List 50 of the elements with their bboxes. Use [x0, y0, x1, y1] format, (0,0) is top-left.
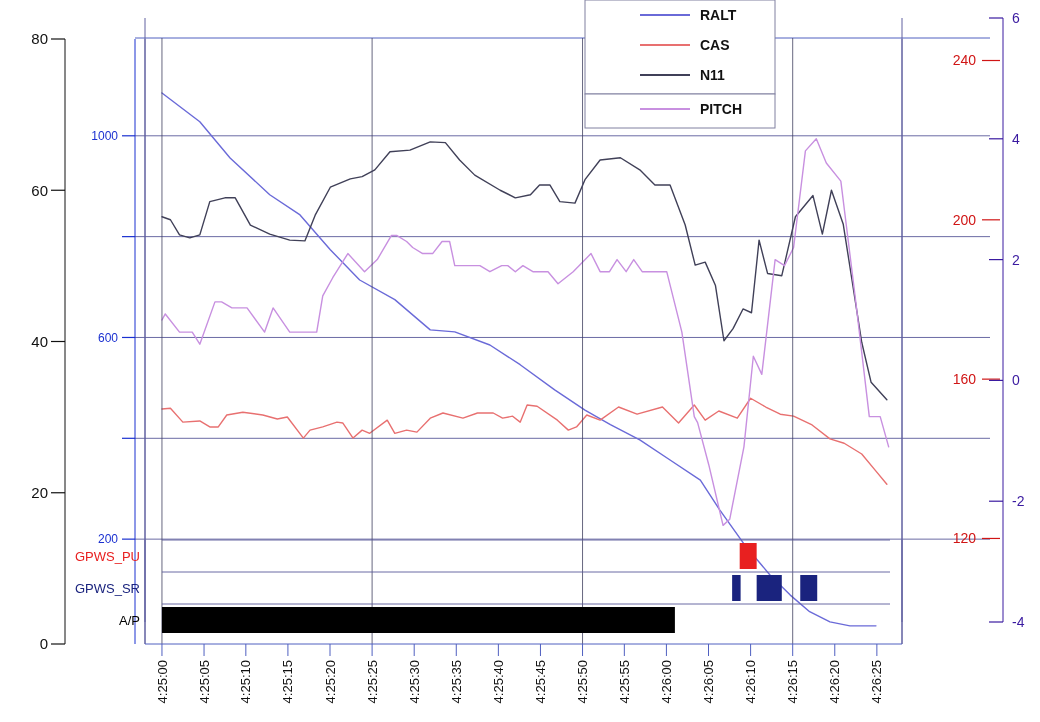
y3-tick-label: 160 — [952, 371, 977, 388]
y-tick-label: -2 — [1012, 493, 1025, 510]
x-tick-label: 4:26:20 — [827, 660, 843, 704]
y-tick-label: GPWS_PU — [74, 548, 140, 564]
y3-tick-label: 120 — [952, 530, 977, 547]
x-tick-label: 4:25:50 — [575, 660, 591, 704]
y-tick-label: A/P — [119, 612, 140, 628]
x-tick-label: 4:25:45 — [533, 660, 549, 704]
legend-label: N11 — [700, 66, 726, 83]
y-tick-label: 40 — [31, 332, 48, 350]
legend-label: PITCH — [700, 100, 742, 117]
x-tick-label: 4:26:10 — [743, 660, 759, 704]
y-tick-label: 20 — [31, 484, 48, 501]
y-tick-label: 4 — [1012, 130, 1020, 147]
y-tick-label: 2 — [1012, 251, 1020, 268]
x-tick-label: 4:25:20 — [322, 660, 338, 704]
bar — [161, 607, 675, 633]
x-tick-label: 4:25:10 — [238, 660, 254, 704]
y3-tick-label: 240 — [952, 52, 977, 69]
legend-label: CAS — [700, 36, 730, 53]
x-tick-label: 4:25:00 — [154, 660, 170, 704]
y2-tick-label: 600 — [97, 330, 119, 345]
y-tick-label: 80 — [31, 30, 48, 48]
line-series — [161, 138, 890, 527]
y3-tick-label: 200 — [952, 211, 977, 228]
x-tick-label: 4:25:05 — [196, 660, 212, 704]
y-tick-label: 0 — [1012, 372, 1020, 389]
x-tick-label: 4:25:30 — [406, 660, 422, 704]
bar — [739, 543, 757, 569]
y-tick-label: GPWS_SR — [74, 580, 140, 596]
legend-label: RALT — [700, 6, 737, 23]
x-tick-label: 4:26:15 — [785, 660, 801, 704]
x-tick-label: 4:25:25 — [364, 660, 380, 704]
x-tick-label: 4:26:00 — [658, 660, 674, 704]
y-tick-label: 60 — [31, 181, 48, 199]
y2-tick-label: 1000 — [91, 129, 119, 143]
x-tick-label: 4:25:40 — [490, 660, 506, 704]
line-series — [161, 397, 888, 485]
x-tick-label: 4:25:15 — [280, 660, 296, 704]
y-tick-label: 6 — [1012, 9, 1020, 26]
y-tick-label: -4 — [1012, 613, 1025, 630]
x-tick-label: 4:25:55 — [616, 660, 632, 704]
bar — [800, 575, 818, 601]
bar — [756, 575, 782, 601]
x-tick-label: 4:26:25 — [869, 660, 885, 704]
x-tick-label: 4:26:05 — [701, 660, 717, 704]
y-tick-label: 0 — [39, 635, 48, 653]
x-tick-label: 4:25:35 — [448, 660, 464, 704]
y2-tick-label: 200 — [97, 532, 119, 547]
line-series — [161, 92, 877, 627]
